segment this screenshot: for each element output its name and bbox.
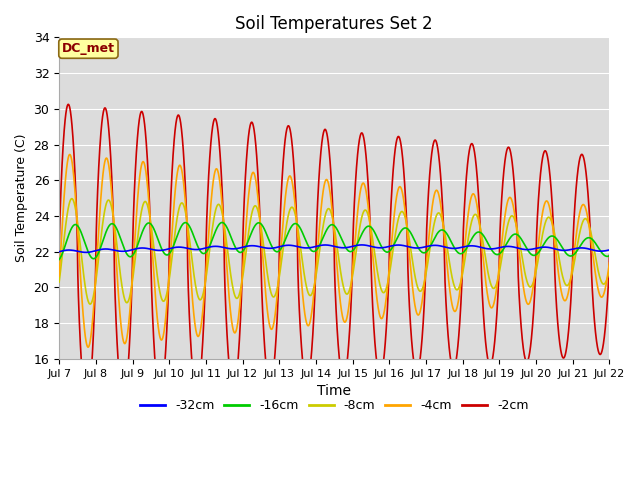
Y-axis label: Soil Temperature (C): Soil Temperature (C) — [15, 134, 28, 263]
X-axis label: Time: Time — [317, 384, 351, 398]
Title: Soil Temperatures Set 2: Soil Temperatures Set 2 — [236, 15, 433, 33]
Legend: -32cm, -16cm, -8cm, -4cm, -2cm: -32cm, -16cm, -8cm, -4cm, -2cm — [135, 394, 534, 417]
Text: DC_met: DC_met — [62, 42, 115, 55]
